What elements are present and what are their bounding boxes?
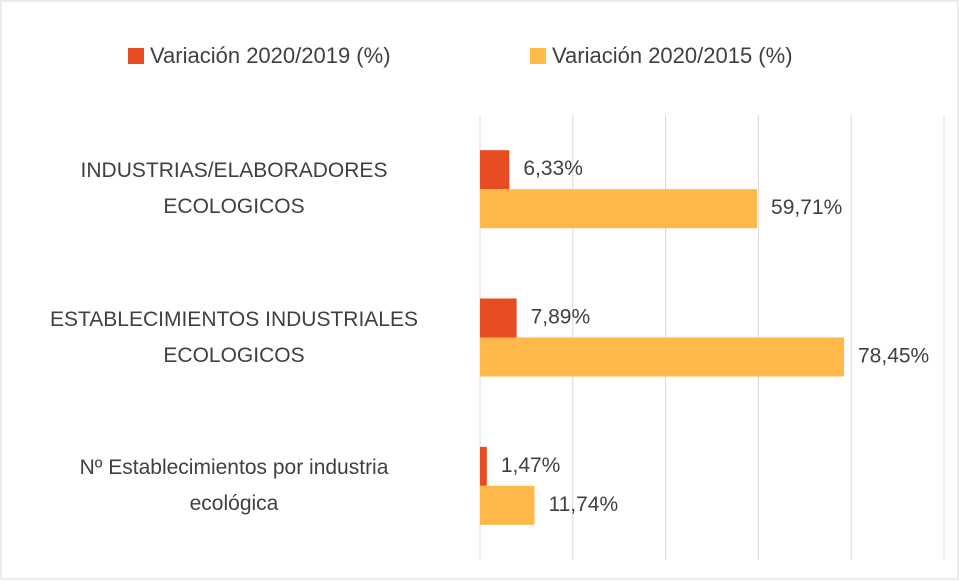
legend-swatch: [530, 48, 546, 64]
bar: [480, 189, 758, 229]
data-label: 59,71%: [771, 196, 842, 219]
bar: [480, 485, 535, 525]
data-label: 7,89%: [531, 306, 591, 329]
category-label: Nº Establecimientos por industria ecológ…: [79, 455, 389, 515]
legend-swatch: [128, 48, 144, 64]
bar: [480, 337, 845, 377]
category-label: INDUSTRIAS/ELABORADORES ECOLOGICOS: [80, 159, 388, 219]
bar: [480, 298, 517, 338]
data-label: 1,47%: [501, 454, 561, 477]
data-label: 78,45%: [858, 345, 929, 368]
legend-label: Variación 2020/2015 (%): [552, 43, 793, 68]
category-label: ESTABLECIMIENTOS INDUSTRIALES ECOLOGICOS: [50, 307, 418, 367]
legend-label: Variación 2020/2019 (%): [150, 43, 391, 68]
data-label: 11,74%: [548, 493, 618, 516]
bar: [480, 150, 510, 190]
bar: [480, 446, 487, 486]
data-label: 6,33%: [523, 157, 583, 180]
